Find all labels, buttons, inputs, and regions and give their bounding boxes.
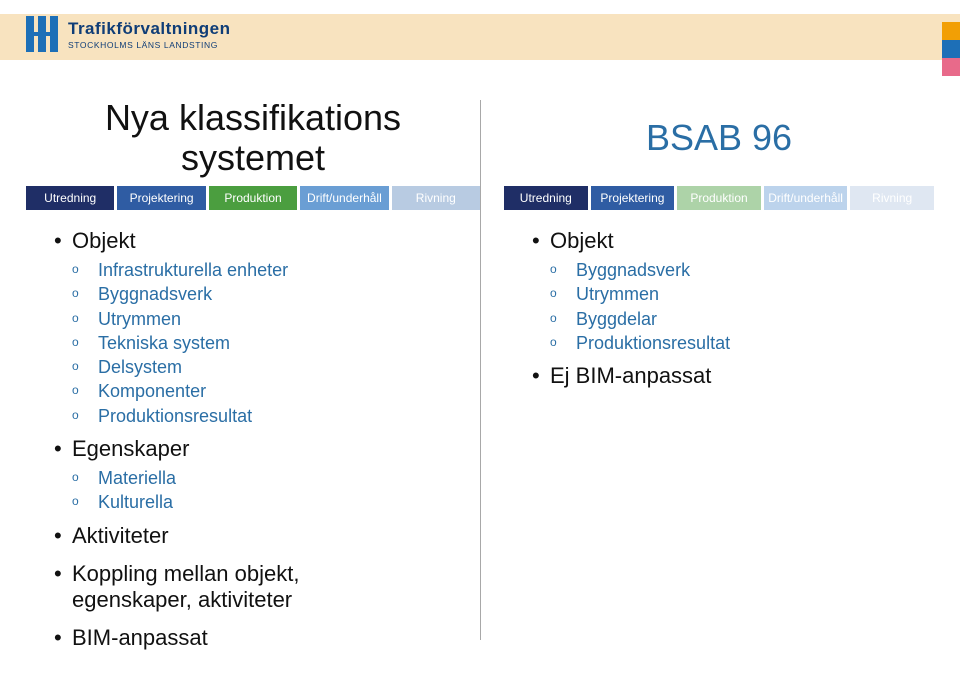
list-item: Utrymmen — [532, 282, 934, 306]
bim-heading: BIM-anpassat — [54, 625, 480, 651]
phase-rivning: Rivning — [392, 186, 480, 210]
list-item: Byggnadsverk — [532, 258, 934, 282]
aktiviteter-heading: Aktiviteter — [54, 523, 480, 549]
list-item: Materiella — [54, 466, 480, 490]
phase-utredning: Utredning — [504, 186, 588, 210]
logo-icon — [26, 16, 62, 52]
list-item: Infrastrukturella enheter — [54, 258, 480, 282]
phase-drift: Drift/underhåll — [764, 186, 848, 210]
list-item: Tekniska system — [54, 331, 480, 355]
right-bullets: Objekt Byggnadsverk Utrymmen Byggdelar P… — [504, 228, 934, 389]
list-item: Utrymmen — [54, 307, 480, 331]
ej-bim-heading: Ej BIM-anpassat — [532, 363, 934, 389]
left-title: Nya klassifikations systemet — [26, 96, 480, 180]
list-item: Produktionsresultat — [532, 331, 934, 355]
right-phase-row: Utredning Projektering Produktion Drift/… — [504, 186, 934, 210]
left-column: Nya klassifikations systemet Utredning P… — [26, 96, 480, 655]
corner-decoration — [942, 22, 960, 76]
phase-produktion: Produktion — [677, 186, 761, 210]
phase-utredning: Utredning — [26, 186, 114, 210]
list-item: Kulturella — [54, 490, 480, 514]
koppling-line2: egenskaper, aktiviteter — [72, 587, 292, 612]
list-item: Delsystem — [54, 355, 480, 379]
right-column: BSAB 96 Utredning Projektering Produktio… — [480, 96, 934, 655]
logo-brand: Trafikförvaltningen — [68, 19, 231, 39]
list-item: Produktionsresultat — [54, 404, 480, 428]
list-item: Byggnadsverk — [54, 282, 480, 306]
corner-block-pink — [942, 58, 960, 76]
corner-block-orange — [942, 22, 960, 40]
left-title-line2: systemet — [181, 138, 325, 178]
slide-body: Nya klassifikations systemet Utredning P… — [26, 96, 934, 655]
logo-subtitle: STOCKHOLMS LÄNS LANDSTING — [68, 40, 231, 50]
left-title-line1: Nya klassifikations — [105, 98, 401, 138]
list-item: Komponenter — [54, 379, 480, 403]
phase-produktion: Produktion — [209, 186, 297, 210]
koppling-heading: Koppling mellan objekt, egenskaper, akti… — [54, 561, 480, 613]
left-bullets: Objekt Infrastrukturella enheter Byggnad… — [26, 228, 480, 651]
logo: Trafikförvaltningen STOCKHOLMS LÄNS LAND… — [26, 16, 231, 52]
koppling-line1: Koppling mellan objekt, — [72, 561, 299, 586]
phase-rivning: Rivning — [850, 186, 934, 210]
phase-projektering: Projektering — [117, 186, 205, 210]
right-title-text: BSAB 96 — [646, 118, 792, 158]
egenskaper-heading: Egenskaper — [54, 436, 480, 462]
objekt-heading: Objekt — [532, 228, 934, 254]
objekt-heading: Objekt — [54, 228, 480, 254]
right-title: BSAB 96 — [504, 96, 934, 180]
phase-projektering: Projektering — [591, 186, 675, 210]
phase-drift: Drift/underhåll — [300, 186, 388, 210]
corner-block-blue — [942, 40, 960, 58]
left-phase-row: Utredning Projektering Produktion Drift/… — [26, 186, 480, 210]
list-item: Byggdelar — [532, 307, 934, 331]
